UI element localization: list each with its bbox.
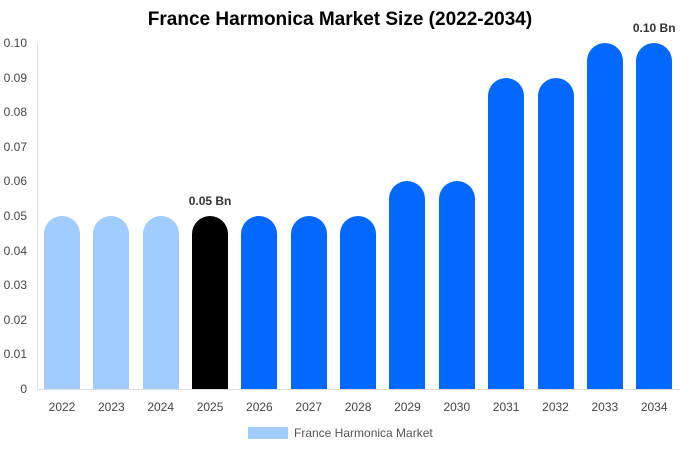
bar-2022[interactable] — [44, 216, 80, 389]
chart-title: France Harmonica Market Size (2022-2034) — [147, 9, 533, 30]
y-tick-label: 0.06 — [3, 174, 27, 189]
y-tick-label: 0.03 — [3, 278, 27, 293]
x-tick-label: 2034 — [640, 400, 668, 414]
x-tick-label: 2027 — [295, 400, 323, 414]
y-tick-label: 0.04 — [3, 243, 27, 258]
y-tick-label: 0.01 — [3, 347, 27, 362]
bar-2032[interactable] — [537, 77, 574, 389]
x-tick-label: 2030 — [443, 400, 471, 414]
legend-label: France Harmonica Market — [294, 426, 433, 440]
y-tick-label: 0.09 — [3, 70, 27, 85]
bar-2031[interactable] — [488, 77, 525, 389]
bar-2034[interactable] — [636, 43, 673, 389]
legend-swatch — [248, 427, 288, 439]
bar-2033[interactable] — [586, 43, 623, 389]
data-label: 0.05 Bn — [188, 194, 232, 208]
x-tick-label: 2026 — [246, 400, 273, 414]
bar-2028[interactable] — [340, 216, 377, 389]
bar-2029[interactable] — [389, 181, 426, 389]
bar-2023[interactable] — [93, 216, 130, 389]
x-tick-label: 2025 — [196, 400, 224, 414]
bar-2025[interactable] — [192, 216, 229, 389]
y-tick-label: 0 — [20, 382, 27, 396]
bar-2026[interactable] — [241, 216, 278, 389]
x-tick-label: 2033 — [591, 400, 619, 414]
x-tick-label: 2023 — [97, 400, 125, 414]
y-tick-label: 0.08 — [3, 105, 27, 120]
y-tick-label: 0.05 — [3, 209, 27, 223]
x-tick-label: 2022 — [48, 400, 76, 414]
data-label: 0.10 Bn — [632, 21, 676, 35]
bar-2027[interactable] — [290, 216, 327, 389]
bar-2024[interactable] — [142, 216, 179, 389]
y-tick-label: 0.07 — [3, 139, 27, 154]
y-tick-label: 0.10 — [3, 36, 27, 50]
x-tick-label: 2028 — [344, 400, 372, 414]
y-axis-line — [37, 43, 38, 390]
x-tick-label: 2032 — [542, 400, 569, 414]
x-tick-label: 2029 — [394, 400, 421, 414]
x-tick-label: 2031 — [492, 400, 520, 414]
y-tick-label: 0.02 — [3, 312, 27, 327]
bar-2030[interactable] — [438, 181, 475, 389]
x-tick-label: 2024 — [147, 400, 175, 414]
x-axis-line — [37, 389, 680, 390]
